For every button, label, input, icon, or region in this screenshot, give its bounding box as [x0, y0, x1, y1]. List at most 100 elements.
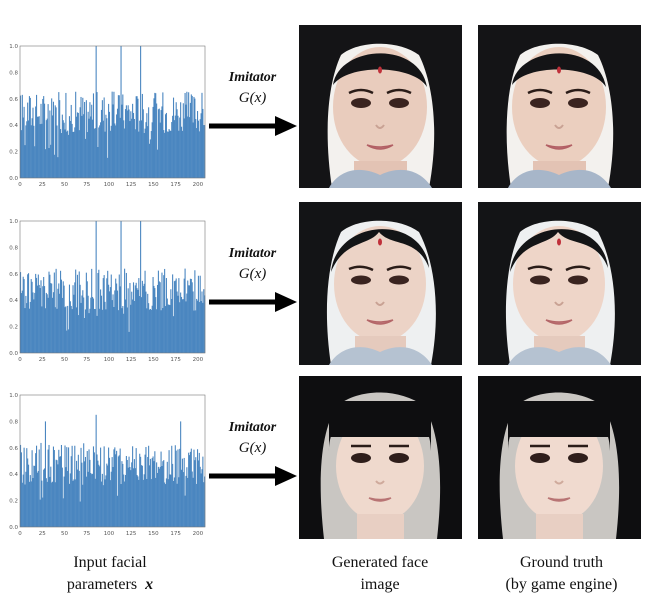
bar: [58, 283, 60, 353]
bar: [68, 483, 71, 527]
bar: [63, 122, 65, 178]
bar: [170, 130, 172, 178]
bar: [144, 270, 146, 353]
bar: [172, 115, 174, 178]
bar: [88, 313, 90, 353]
imitator-label: Imitator: [228, 246, 277, 261]
bar: [136, 474, 138, 527]
bar: [76, 112, 79, 178]
bar: [113, 91, 115, 178]
bar: [186, 91, 188, 178]
bar: [168, 304, 170, 353]
bar: [198, 302, 200, 353]
bar: [39, 124, 41, 178]
bar: [29, 97, 31, 178]
bar: [48, 147, 50, 178]
bar: [113, 449, 115, 527]
ground-truth-image-3: [478, 376, 641, 539]
bar: [71, 123, 73, 178]
bar: [154, 451, 156, 527]
bar: [109, 480, 111, 527]
bar: [116, 290, 119, 353]
bar: [72, 131, 74, 178]
bar: [70, 104, 72, 178]
bar: [203, 289, 205, 353]
bar: [63, 476, 65, 527]
bar: [91, 104, 93, 178]
bar: [81, 115, 83, 178]
bar: [133, 459, 135, 527]
bar: [98, 464, 100, 527]
bar: [156, 284, 159, 353]
bar: [157, 109, 159, 178]
bar: [114, 123, 116, 178]
bar: [197, 449, 199, 527]
bar: [184, 92, 186, 178]
bar: [198, 452, 200, 527]
bar: [108, 447, 110, 527]
bar: [180, 469, 183, 527]
bar: [71, 445, 73, 527]
bar: [119, 117, 121, 178]
bar: [27, 102, 29, 178]
bar: [86, 451, 88, 527]
bar: [41, 480, 43, 527]
bar: [204, 125, 206, 178]
bar: [121, 461, 123, 527]
bar: [68, 329, 70, 353]
bar: [119, 286, 121, 353]
x-tick-label: 25: [39, 357, 46, 363]
bar: [32, 292, 34, 353]
bar: [36, 285, 38, 353]
bar: [100, 109, 103, 178]
bar: [151, 458, 153, 527]
bar: [28, 308, 30, 353]
bar: [126, 307, 128, 353]
bar: [171, 445, 173, 527]
bar: [156, 149, 159, 178]
bar: [127, 467, 129, 527]
bar: [68, 447, 70, 527]
bar: [60, 129, 62, 178]
bar: [107, 270, 109, 353]
bar: [31, 450, 33, 527]
bar: [100, 289, 102, 353]
bar: [52, 292, 54, 353]
bar: [179, 448, 181, 527]
bar: [74, 445, 76, 527]
bar: [85, 272, 87, 353]
bar: [146, 113, 148, 178]
bar: [161, 272, 163, 353]
bar: [154, 288, 156, 353]
bar: [187, 280, 189, 353]
x-tick-label: 0: [18, 357, 22, 363]
bar: [172, 463, 174, 527]
bar: [46, 481, 48, 527]
bar: [93, 308, 95, 353]
bar: [199, 466, 201, 527]
bar: [58, 449, 60, 527]
x-tick-label: 50: [61, 357, 68, 363]
bar: [49, 476, 51, 527]
bar: [52, 446, 54, 527]
bar: [39, 288, 41, 353]
bar: [168, 129, 170, 178]
bar: [154, 92, 156, 178]
bar: [65, 467, 67, 527]
bar: [117, 95, 119, 178]
bar: [180, 296, 183, 353]
bar: [141, 280, 143, 353]
bar: [49, 274, 51, 353]
bar: [139, 120, 141, 178]
bar: [180, 102, 182, 178]
bar: [170, 474, 172, 527]
generated-face-image-3: [299, 376, 462, 539]
bar: [77, 112, 79, 178]
bar: [32, 107, 34, 178]
bar: [193, 96, 195, 178]
bar: [49, 110, 51, 178]
bar: [37, 470, 39, 527]
bar: [179, 302, 181, 353]
bar: [98, 269, 100, 353]
bar: [85, 476, 87, 527]
